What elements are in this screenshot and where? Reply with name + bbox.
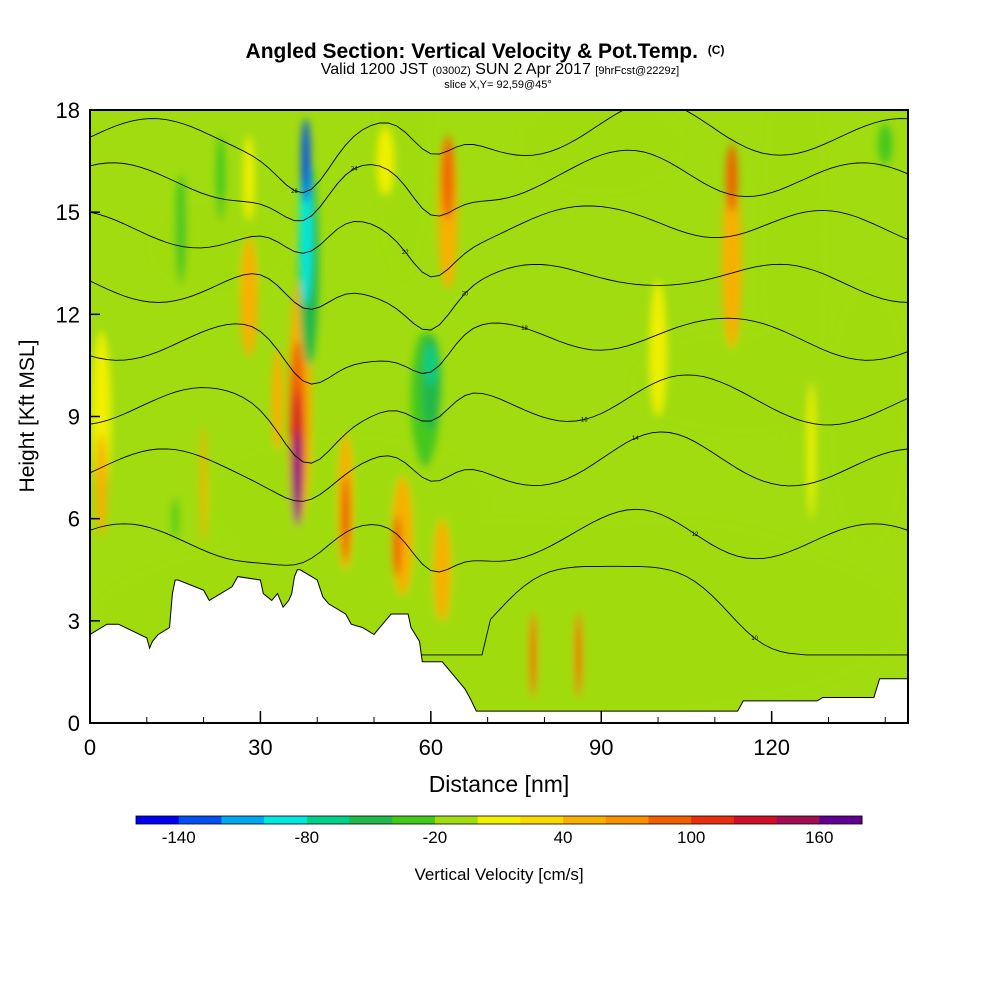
theta-contour — [90, 263, 908, 331]
colorbar-swatch — [392, 816, 436, 824]
colorbar-tick-label: -140 — [162, 828, 196, 847]
colorbar-swatch — [733, 816, 778, 824]
y-tick-label: 18 — [56, 98, 80, 123]
colorbar-swatch — [136, 816, 180, 824]
colorbar-tick-label: -20 — [423, 828, 448, 847]
theta-contour-label: 24 — [351, 167, 358, 173]
velocity-cell — [301, 118, 311, 204]
y-axis-label: Height [Kft MSL] — [16, 340, 39, 493]
theta-contour — [90, 508, 908, 573]
theta-contour — [90, 431, 908, 502]
velocity-band — [487, 518, 829, 638]
theta-contour — [90, 110, 908, 194]
potential-temperature-contours: 26 24 22 20 18 16 14 12 10 — [90, 110, 908, 656]
velocity-cell — [376, 127, 394, 196]
theta-contour-label: 26 — [291, 189, 298, 195]
velocity-cell — [392, 515, 402, 577]
velocity-cell — [726, 144, 738, 213]
velocity-cell — [293, 430, 301, 526]
colorbar-swatch — [648, 816, 692, 824]
x-tick-label: 60 — [419, 735, 443, 760]
velocity-cell — [240, 237, 258, 357]
velocity-cell — [878, 123, 893, 165]
theta-contour — [90, 317, 908, 385]
colorbar-tick-label: 100 — [677, 828, 705, 847]
colorbar-swatch — [349, 816, 393, 824]
velocity-cell — [175, 174, 187, 284]
colorbar-swatch — [605, 816, 649, 824]
colorbar-swatch — [691, 816, 735, 824]
theta-contour-label: 10 — [751, 636, 758, 642]
colorbar-swatch — [563, 816, 607, 824]
velocity-cell — [243, 135, 255, 221]
colorbar-swatch — [178, 816, 222, 824]
axes: 0 30 60 90 120 0 3 6 9 12 15 18 — [56, 98, 886, 760]
velocity-cell — [271, 348, 284, 451]
velocity-cell — [91, 331, 112, 502]
colorbar-frame — [135, 815, 863, 825]
colorbar-tick-label: 40 — [554, 828, 573, 847]
chart-title-unit: (C) — [708, 43, 725, 57]
terrain-mask — [90, 569, 908, 723]
colorbar-tick-label: 160 — [805, 828, 833, 847]
velocity-cell — [341, 476, 351, 562]
colorbar-swatch — [477, 816, 521, 824]
x-tick-label: 30 — [248, 735, 272, 760]
x-tick-label: 90 — [589, 735, 613, 760]
velocity-cell — [200, 425, 207, 545]
theta-contour — [90, 374, 908, 464]
velocity-cell — [649, 280, 667, 417]
velocity-cell — [442, 135, 454, 221]
colorbar-swatch — [520, 816, 564, 824]
velocity-cell — [575, 612, 582, 698]
theta-contour — [90, 149, 908, 222]
velocity-band — [516, 110, 687, 196]
colorbar-swatch — [221, 816, 265, 824]
theta-contour-label: 18 — [521, 326, 528, 332]
velocity-cell — [721, 178, 742, 349]
velocity-cell — [172, 498, 179, 540]
colorbar: -140 -80 -20 40 100 160 — [135, 815, 863, 847]
y-tick-label: 6 — [68, 507, 80, 532]
y-tick-label: 12 — [56, 302, 80, 327]
x-axis-label: Distance [nm] — [429, 771, 570, 797]
valid-time-line: Valid 1200 JST (0300Z) SUN 2 Apr 2017 [9… — [321, 61, 679, 78]
velocity-cell — [95, 433, 108, 536]
slice-info: slice X,Y= 92,59@45° — [444, 79, 552, 91]
theta-contour-label: 14 — [632, 436, 639, 442]
theta-contour-label: 16 — [581, 418, 588, 424]
theta-contour-label: 22 — [402, 250, 409, 256]
x-tick-label: 0 — [84, 735, 96, 760]
colorbar-label: Vertical Velocity [cm/s] — [414, 865, 583, 884]
theta-contour-label: 20 — [462, 292, 469, 298]
colorbar-swatch — [434, 816, 479, 824]
velocity-cell — [807, 382, 816, 519]
x-tick-label: 120 — [753, 735, 790, 760]
velocity-cell — [433, 518, 451, 621]
velocity-cell — [529, 612, 537, 698]
theta-contour — [90, 205, 908, 278]
colorbar-swatch — [819, 816, 863, 824]
y-tick-label: 3 — [68, 609, 80, 634]
velocity-cell — [425, 344, 437, 386]
colorbar-swatch — [776, 816, 820, 824]
y-tick-label: 0 — [68, 711, 80, 736]
velocity-cell — [216, 135, 226, 221]
chart-title: Angled Section: Vertical Velocity & Pot.… — [246, 40, 725, 63]
colorbar-tick-label: -80 — [295, 828, 320, 847]
theta-contour-label: 12 — [692, 532, 699, 538]
velocity-band — [760, 110, 829, 451]
y-tick-label: 15 — [56, 200, 80, 225]
y-tick-label: 9 — [68, 405, 80, 430]
colorbar-swatch — [306, 816, 351, 824]
colorbar-swatch — [264, 816, 308, 824]
